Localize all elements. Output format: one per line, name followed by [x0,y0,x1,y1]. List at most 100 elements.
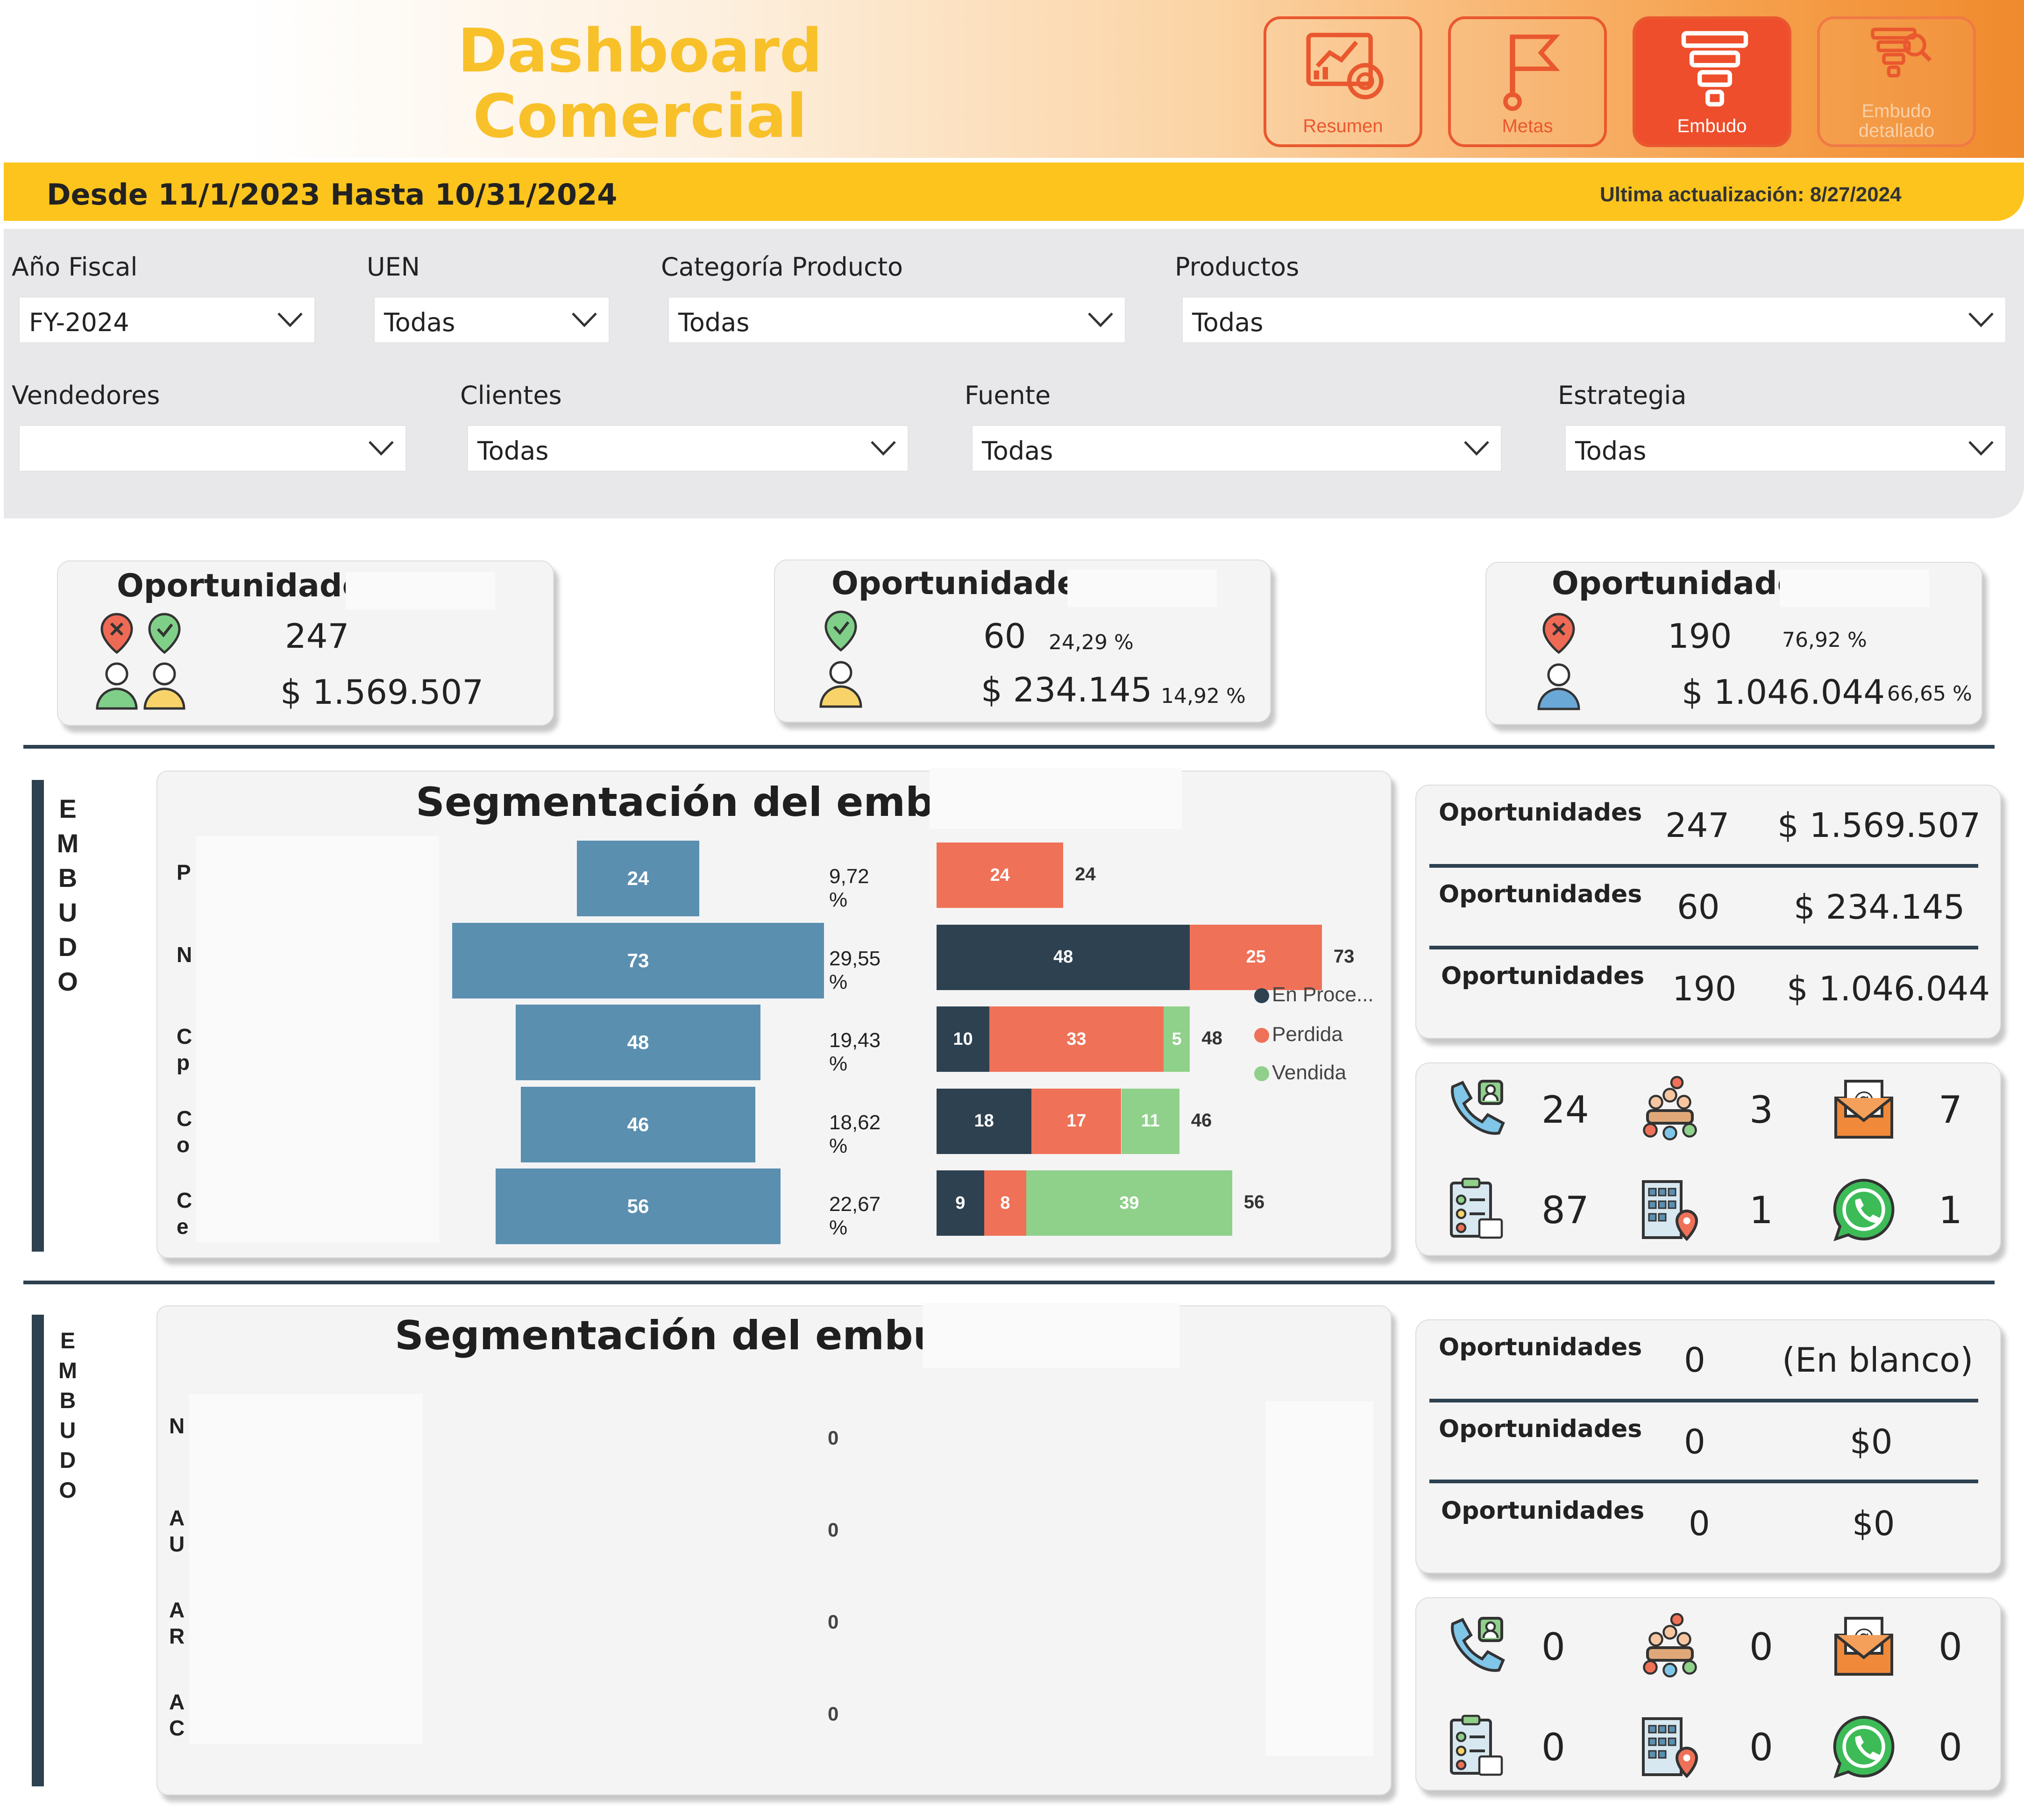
category-label: R [169,1624,185,1648]
nav-embudo-label: Embudo [1677,116,1747,136]
category-label: N [177,942,192,967]
redacted-area [1067,570,1217,607]
dashboard-analytics-icon [1306,33,1384,99]
office-location-icon [1635,1175,1705,1245]
whatsapp-icon [1829,1712,1899,1782]
funnel-bar: 73 [452,922,824,999]
won-person-icon [819,610,862,708]
legend-swatch [1254,1066,1269,1082]
redacted-area [1266,1401,1373,1756]
segment-total-label: 46 [1191,1110,1212,1131]
status-segment: 10 [937,1006,989,1072]
funnel-icon [1681,31,1748,106]
sources-card [1415,1062,2001,1256]
funnel-pct-label: 19,43 % [829,1029,881,1075]
category-label: e [177,1214,189,1239]
last-update-text: Ultima actualización: 8/27/2024 [1600,183,1902,206]
email-icon: @ [1834,1080,1893,1139]
segment-total-label: 48 [1201,1028,1222,1048]
summary-label: Oportunidades [1439,799,1642,827]
summary-amount: $ 234.145 [1794,887,1965,927]
filter-productos-dropdown[interactable]: Todas [1182,297,2006,343]
summary-label: Oportunidades [1439,1333,1642,1361]
flag-goal-icon [1503,35,1560,111]
checklist-form-icon [1439,1712,1509,1782]
legend-item: Vendida [1254,1061,1346,1084]
summary-amount: $ 1.569.507 [1777,806,1981,845]
funnel-pct-label: 22,67 % [829,1193,881,1239]
summary-amount: $0 [1850,1422,1893,1461]
section-divider [23,745,1995,749]
kpi-lost-count-pct: 76,92 % [1782,628,1867,652]
nav-resumen-button[interactable]: Resumen [1264,16,1422,147]
divider [1429,1480,1978,1483]
filter-uen-dropdown[interactable]: Todas [374,297,610,343]
source-count: 0 [1749,1726,1773,1769]
filter-vendedores-dropdown[interactable] [19,425,406,472]
nav-embudo-detallado-label: Embudo detallado [1858,101,1935,141]
segment-total-label: 56 [1243,1192,1265,1212]
nav-metas-button[interactable]: Metas [1448,16,1607,147]
status-segment: 25 [1190,924,1322,990]
phone-call-icon [1451,1080,1505,1135]
phone-call-icon [1451,1617,1505,1672]
email-icon: @ [1829,1611,1899,1681]
chevron-down-icon [1088,312,1113,327]
filter-fuente-dropdown[interactable]: Todas [972,425,1502,472]
legend-item: En Proce... [1254,983,1374,1006]
summary-count: 0 [1689,1504,1710,1543]
date-range-text: Desde 11/1/2023 Hasta 10/31/2024 [47,177,618,212]
status-segment: 5 [1163,1006,1190,1072]
legend-swatch [1254,1028,1269,1043]
status-segment: 33 [989,1006,1164,1072]
category-label: C [177,1024,192,1048]
filter-estrategia-dropdown[interactable]: Todas [1565,425,2006,472]
kpi-won-count: 60 [983,616,1026,656]
funnel-chart-title: Segmentación del embudo [395,1312,998,1359]
funnel-bar: 46 [521,1086,755,1162]
funnel-bar: 56 [495,1168,781,1244]
filter-anio-dropdown[interactable]: FY-2024 [19,297,315,343]
section-accent-bar [32,780,44,1252]
funnel-bar: 24 [577,841,699,916]
redacted-area [1780,570,1929,607]
filter-label-clientes: Clientes [460,381,562,410]
meeting-group-icon [1643,1613,1697,1678]
meeting-group-icon [1635,1074,1705,1144]
kpi-total-count: 247 [285,616,349,656]
kpi-total-amount: $ 1.569.507 [280,673,484,712]
category-label: U [169,1532,185,1556]
legend-item: Perdida [1254,1023,1343,1046]
funnel-value-label: 0 [828,1519,839,1541]
lost-person-icon [1537,613,1580,710]
kpi-won-count-pct: 24,29 % [1049,630,1134,654]
summary-count: 0 [1684,1422,1705,1461]
checklist-form-icon [1439,1175,1509,1245]
kpi-lost-title: Oportunidades [1552,565,1818,602]
summary-label: Oportunidades [1439,1415,1642,1443]
kpi-won-amount-pct: 14,92 % [1161,684,1246,708]
source-count: 0 [1541,1625,1565,1669]
whatsapp-icon [1833,1715,1895,1778]
nav-metas-label: Metas [1502,116,1553,136]
summary-label: Oportunidades [1439,880,1642,908]
section-divider [23,1281,1995,1284]
phone-call-icon [1439,1611,1509,1681]
summary-count: 60 [1677,887,1720,927]
sources-card [1415,1597,2001,1791]
chevron-down-icon [1968,441,1994,456]
nav-embudo-button[interactable]: Embudo [1633,16,1791,147]
funnel-chart-title: Segmentación del embudo [416,779,1019,826]
status-segment: 8 [984,1170,1027,1236]
filter-clientes-dropdown[interactable]: Todas [467,425,909,472]
filter-categoria-dropdown[interactable]: Todas [668,297,1126,343]
email-icon: @ [1829,1074,1899,1144]
segment-total-label: 24 [1075,864,1096,885]
status-segment: 18 [937,1088,1032,1154]
nav-embudo-detallado-button[interactable]: Embudo detallado [1817,16,1976,147]
meeting-group-icon [1643,1076,1697,1140]
source-count: 7 [1939,1088,1962,1132]
funnel-pct-label: 9,72 % [829,865,869,911]
filters-panel [4,229,2024,518]
